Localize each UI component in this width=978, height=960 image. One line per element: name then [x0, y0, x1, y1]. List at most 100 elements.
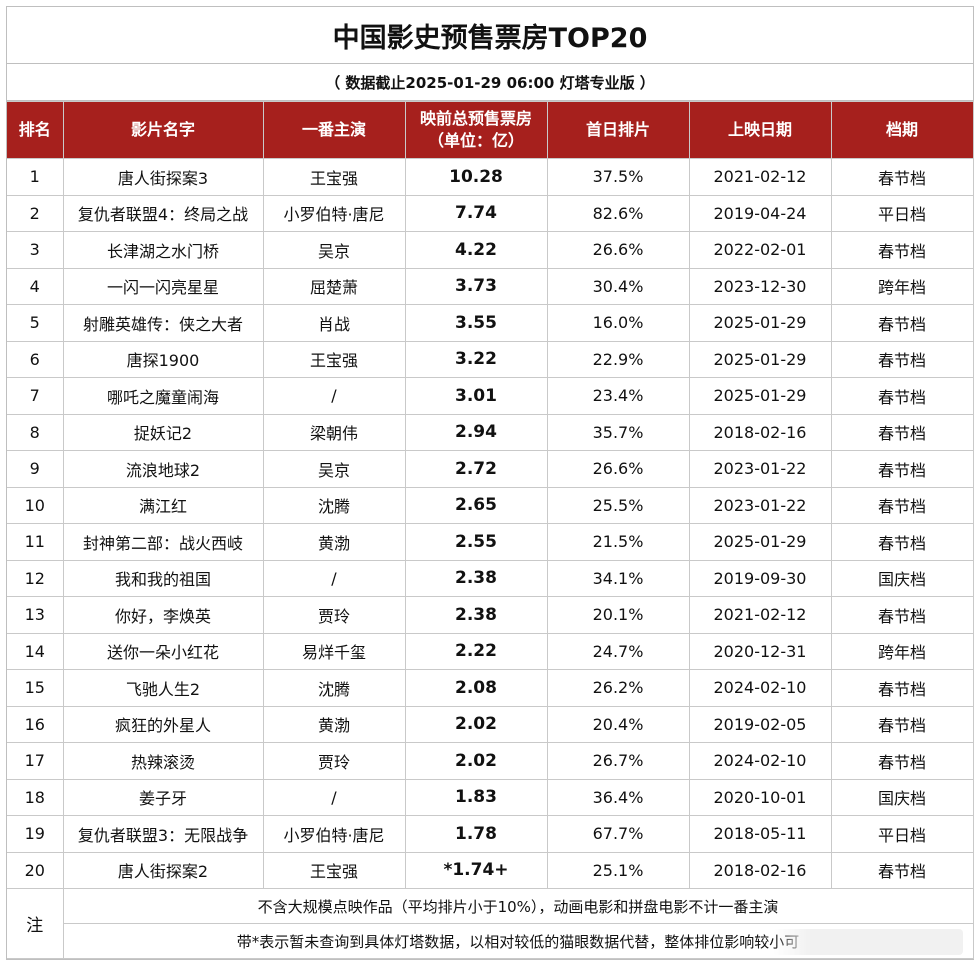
presale-cell: 2.22: [404, 632, 548, 670]
film-name-cell: 射雕英雄传：侠之大者: [62, 304, 264, 342]
table-subtitle: （ 数据截止2025-01-29 06:00 灯塔专业版 ）: [7, 64, 973, 101]
lead-actor-cell: /: [262, 778, 406, 816]
table-title: 中国影史预售票房TOP20: [7, 7, 973, 64]
film-name-cell: 一闪一闪亮星星: [62, 267, 264, 305]
release-period-cell: 跨年档: [830, 632, 974, 670]
first-day-share-cell: 20.1%: [546, 596, 690, 634]
release-date-cell: 2018-05-11: [688, 815, 832, 853]
rank-cell: 20: [7, 851, 64, 889]
first-day-share-cell: 30.4%: [546, 267, 690, 305]
table-row: 19 复仇者联盟3：无限战争 小罗伯特·唐尼 1.78 67.7% 2018-05-11 平…: [7, 815, 974, 853]
lead-actor-cell: 屈楚萧: [262, 267, 406, 305]
first-day-share-cell: 35.7%: [546, 413, 690, 451]
first-day-share-cell: 16.0%: [546, 304, 690, 342]
lead-actor-cell: 沈腾: [262, 669, 406, 707]
first-day-share-cell: 26.2%: [546, 669, 690, 707]
first-day-share-cell: 36.4%: [546, 778, 690, 816]
table-row: 10 满江红 沈腾 2.65 25.5% 2023-01-22 春节档: [7, 486, 974, 524]
film-name-cell: 送你一朵小红花: [62, 632, 264, 670]
release-period-cell: 春节档: [830, 705, 974, 743]
release-date-cell: 2024-02-10: [688, 742, 832, 780]
film-name-cell: 姜子牙: [62, 778, 264, 816]
film-name-cell: 唐人街探案2: [62, 851, 264, 889]
table-row: 8 捉妖记2 梁朝伟 2.94 35.7% 2018-02-16 春节档: [7, 413, 974, 451]
presale-cell: 2.02: [404, 742, 548, 780]
presale-cell: *1.74+: [404, 851, 548, 889]
release-period-cell: 春节档: [830, 158, 974, 196]
rank-cell: 10: [7, 486, 64, 524]
header-lead: 一番主演: [262, 101, 406, 159]
first-day-share-cell: 22.9%: [546, 340, 690, 378]
first-day-share-cell: 25.5%: [546, 486, 690, 524]
notes-section: 注 不含大规模点映作品（平均排片小于10%），动画电影和拼盘电影不计一番主演 带…: [7, 888, 974, 959]
lead-actor-cell: 贾玲: [262, 742, 406, 780]
table-row: 18 姜子牙/1.83 36.4% 2020-10-01 国庆档: [7, 778, 974, 816]
presale-cell: 4.22: [404, 231, 548, 269]
table-row: 12 我和我的祖国/2.38 34.1% 2019-09-30 国庆档: [7, 559, 974, 597]
table-row: 16 疯狂的外星人 黄渤 2.02 20.4% 2019-02-05 春节档: [7, 705, 974, 743]
presale-table-sheet: 中国影史预售票房TOP20 （ 数据截止2025-01-29 06:00 灯塔专…: [6, 6, 974, 960]
release-period-cell: 春节档: [830, 486, 974, 524]
film-name-cell: 哪吒之魔童闹海: [62, 377, 264, 415]
release-period-cell: 春节档: [830, 742, 974, 780]
table-row: 15 飞驰人生2 沈腾 2.08 26.2% 2024-02-10 春节档: [7, 669, 974, 707]
table-row: 11 封神第二部：战火西岐 黄渤 2.55 21.5% 2025-01-29 春节档: [7, 523, 974, 561]
table-row: 6 唐探1900 王宝强 3.22 22.9% 2025-01-29 春节档: [7, 340, 974, 378]
film-name-cell: 热辣滚烫: [62, 742, 264, 780]
table-row: 5 射雕英雄传：侠之大者 肖战 3.55 16.0% 2025-01-29 春节档: [7, 304, 974, 342]
lead-actor-cell: 吴京: [262, 231, 406, 269]
presale-cell: 2.38: [404, 596, 548, 634]
note-line: 不含大规模点映作品（平均排片小于10%），动画电影和拼盘电影不计一番主演: [62, 888, 974, 924]
rank-cell: 11: [7, 523, 64, 561]
lead-actor-cell: 黄渤: [262, 523, 406, 561]
presale-cell: 3.73: [404, 267, 548, 305]
presale-cell: 2.94: [404, 413, 548, 451]
header-period: 档期: [830, 101, 974, 159]
release-date-cell: 2019-09-30: [688, 559, 832, 597]
release-period-cell: 平日档: [830, 815, 974, 853]
presale-cell: 2.08: [404, 669, 548, 707]
rank-cell: 5: [7, 304, 64, 342]
film-name-cell: 长津湖之水门桥: [62, 231, 264, 269]
lead-actor-cell: 贾玲: [262, 596, 406, 634]
lead-actor-cell: 梁朝伟: [262, 413, 406, 451]
release-date-cell: 2018-02-16: [688, 851, 832, 889]
film-name-cell: 流浪地球2: [62, 450, 264, 488]
first-day-share-cell: 34.1%: [546, 559, 690, 597]
first-day-share-cell: 82.6%: [546, 194, 690, 232]
rank-cell: 1: [7, 158, 64, 196]
film-name-cell: 满江红: [62, 486, 264, 524]
rank-cell: 15: [7, 669, 64, 707]
rank-cell: 18: [7, 778, 64, 816]
release-date-cell: 2024-02-10: [688, 669, 832, 707]
table-row: 3 长津湖之水门桥 吴京 4.22 26.6% 2022-02-01 春节档: [7, 231, 974, 269]
presale-cell: 7.74: [404, 194, 548, 232]
header-film: 影片名字: [62, 101, 264, 159]
table-row: 14 送你一朵小红花 易烊千玺 2.22 24.7% 2020-12-31 跨年档: [7, 632, 974, 670]
presale-cell: 2.38: [404, 559, 548, 597]
note-row: 注 不含大规模点映作品（平均排片小于10%），动画电影和拼盘电影不计一番主演: [7, 888, 974, 959]
table-row: 4 一闪一闪亮星星 屈楚萧 3.73 30.4% 2023-12-30 跨年档: [7, 267, 974, 305]
release-period-cell: 春节档: [830, 596, 974, 634]
release-date-cell: 2020-10-01: [688, 778, 832, 816]
presale-cell: 1.78: [404, 815, 548, 853]
presale-cell: 2.02: [404, 705, 548, 743]
presale-cell: 2.65: [404, 486, 548, 524]
lead-actor-cell: 小罗伯特·唐尼: [262, 815, 406, 853]
table-row: 9 流浪地球2 吴京 2.72 26.6% 2023-01-22 春节档: [7, 450, 974, 488]
first-day-share-cell: 20.4%: [546, 705, 690, 743]
lead-actor-cell: 黄渤: [262, 705, 406, 743]
rank-cell: 13: [7, 596, 64, 634]
release-date-cell: 2023-01-22: [688, 450, 832, 488]
release-date-cell: 2023-12-30: [688, 267, 832, 305]
presale-cell: 2.55: [404, 523, 548, 561]
rank-cell: 4: [7, 267, 64, 305]
first-day-share-cell: 23.4%: [546, 377, 690, 415]
release-date-cell: 2023-01-22: [688, 486, 832, 524]
release-period-cell: 跨年档: [830, 267, 974, 305]
presale-cell: 10.28: [404, 158, 548, 196]
lead-actor-cell: 王宝强: [262, 851, 406, 889]
presale-cell: 3.22: [404, 340, 548, 378]
rank-cell: 14: [7, 632, 64, 670]
note-label: 注: [7, 888, 64, 959]
